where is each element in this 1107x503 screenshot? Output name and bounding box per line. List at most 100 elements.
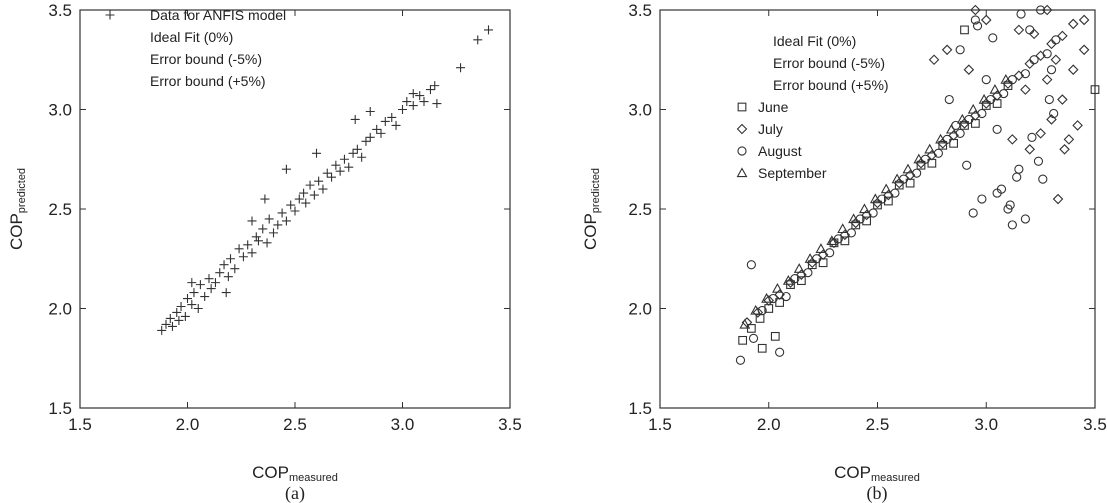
data-point-august bbox=[955, 128, 965, 138]
data-point-august bbox=[846, 228, 857, 238]
data-point-august bbox=[944, 94, 954, 105]
data-point-data-for-anfis-model bbox=[189, 288, 199, 298]
data-point-august bbox=[746, 260, 756, 270]
data-point-data-for-anfis-model bbox=[277, 208, 287, 218]
data-point-september bbox=[815, 243, 827, 253]
data-point-data-for-anfis-model bbox=[290, 206, 300, 216]
panel-label-b: (b) bbox=[867, 483, 888, 503]
data-point-august bbox=[1020, 214, 1031, 224]
data-point-june bbox=[807, 260, 817, 270]
data-point-september bbox=[772, 282, 783, 293]
x-tick-label: 3.0 bbox=[974, 415, 998, 434]
data-point-data-for-anfis-model bbox=[219, 260, 229, 270]
data-points-b bbox=[735, 4, 1100, 365]
data-point-august bbox=[1012, 172, 1022, 182]
data-point-august bbox=[833, 234, 843, 244]
data-point-data-for-anfis-model bbox=[350, 114, 360, 124]
data-point-august bbox=[912, 168, 922, 178]
data-point-august bbox=[735, 355, 746, 365]
data-point-july bbox=[872, 197, 883, 209]
data-point-september bbox=[826, 235, 838, 245]
legend-entry: August bbox=[758, 143, 802, 159]
data-point-august bbox=[825, 248, 835, 258]
data-point-data-for-anfis-model bbox=[376, 128, 386, 138]
data-point-data-for-anfis-model bbox=[398, 105, 407, 114]
x-tick-label: 2.0 bbox=[757, 415, 781, 434]
data-point-august bbox=[1027, 132, 1037, 142]
data-point-data-for-anfis-model bbox=[348, 148, 358, 158]
legend-marker-triangle bbox=[736, 167, 748, 178]
data-point-june bbox=[862, 216, 871, 226]
data-point-june bbox=[981, 101, 991, 110]
y-tick-label: 1.5 bbox=[48, 399, 72, 418]
data-point-data-for-anfis-model bbox=[183, 294, 192, 304]
data-point-august bbox=[999, 88, 1009, 99]
data-point-september bbox=[902, 163, 914, 174]
data-point-july bbox=[941, 44, 953, 56]
data-point-data-for-anfis-model bbox=[176, 302, 186, 312]
data-point-june bbox=[770, 331, 780, 341]
data-point-august bbox=[992, 188, 1002, 198]
y-tick-label: 3.0 bbox=[628, 101, 652, 120]
data-point-july bbox=[806, 257, 818, 269]
data-point-august bbox=[962, 160, 972, 170]
data-point-august bbox=[977, 194, 987, 204]
data-point-july bbox=[915, 157, 927, 169]
panel-a: 1.5 2.0 2.5 3.0 3.5 1.5 2.0 2.5 3.0 3.5 Data for … bbox=[7, 1, 522, 503]
data-point-july bbox=[980, 98, 992, 109]
legend-entry: July bbox=[758, 121, 783, 137]
data-point-september bbox=[989, 83, 1001, 94]
data-point-july bbox=[850, 217, 862, 229]
x-tick-label: 3.0 bbox=[391, 415, 415, 434]
data-point-june bbox=[883, 196, 893, 206]
data-point-july bbox=[1041, 74, 1053, 85]
data-point-data-for-anfis-model bbox=[204, 274, 214, 284]
data-point-data-for-anfis-model bbox=[318, 184, 328, 194]
data-point-data-for-anfis-model bbox=[425, 85, 435, 95]
data-point-data-for-anfis-model bbox=[294, 194, 304, 204]
y-tick-label: 1.5 bbox=[628, 399, 652, 418]
data-point-data-for-anfis-model bbox=[286, 200, 296, 210]
data-point-data-for-anfis-model bbox=[187, 300, 197, 310]
data-point-data-for-anfis-model bbox=[408, 89, 418, 99]
data-point-june bbox=[938, 140, 948, 150]
data-point-data-for-anfis-model bbox=[365, 106, 375, 116]
data-point-september bbox=[880, 183, 892, 194]
data-point-september bbox=[869, 193, 881, 204]
data-point-september bbox=[967, 103, 979, 114]
data-point-june bbox=[960, 121, 969, 130]
data-point-august bbox=[1016, 9, 1026, 19]
data-point-august bbox=[992, 124, 1002, 134]
ticks-b: 1.5 2.0 2.5 3.0 3.5 1.5 2.0 2.5 3.0 3.5 bbox=[628, 1, 1106, 434]
legend-entry: Data for ANFIS model bbox=[150, 7, 286, 23]
data-point-data-for-anfis-model bbox=[305, 180, 315, 190]
data-point-july bbox=[928, 54, 940, 66]
data-point-data-for-anfis-model bbox=[281, 216, 291, 226]
legend-entry: Ideal Fit (0%) bbox=[773, 33, 856, 49]
data-point-august bbox=[775, 347, 785, 357]
data-point-july bbox=[1052, 193, 1064, 205]
data-point-august bbox=[781, 291, 791, 302]
data-point-august bbox=[933, 148, 944, 158]
data-point-data-for-anfis-model bbox=[312, 148, 321, 158]
data-point-data-for-anfis-model bbox=[234, 244, 244, 254]
data-point-data-for-anfis-model bbox=[380, 116, 390, 126]
data-point-data-for-anfis-model bbox=[223, 272, 233, 282]
data-point-data-for-anfis-model bbox=[352, 144, 362, 154]
legend-entry: Error bound (+5%) bbox=[773, 77, 889, 93]
data-point-data-for-anfis-model bbox=[260, 194, 270, 204]
data-point-august bbox=[1051, 35, 1061, 45]
data-point-august bbox=[1036, 5, 1046, 15]
data-point-september bbox=[793, 263, 805, 273]
y-tick-label: 2.0 bbox=[628, 300, 652, 319]
data-point-july bbox=[959, 118, 970, 129]
data-point-august bbox=[1033, 156, 1044, 166]
data-point-september bbox=[848, 213, 860, 224]
data-point-july bbox=[1024, 58, 1036, 70]
data-point-august bbox=[1014, 164, 1024, 174]
data-point-july bbox=[1078, 44, 1090, 56]
data-point-data-for-anfis-model bbox=[273, 220, 283, 230]
data-point-data-for-anfis-model bbox=[361, 136, 371, 146]
data-point-august bbox=[1020, 69, 1031, 79]
data-point-september bbox=[891, 173, 903, 184]
